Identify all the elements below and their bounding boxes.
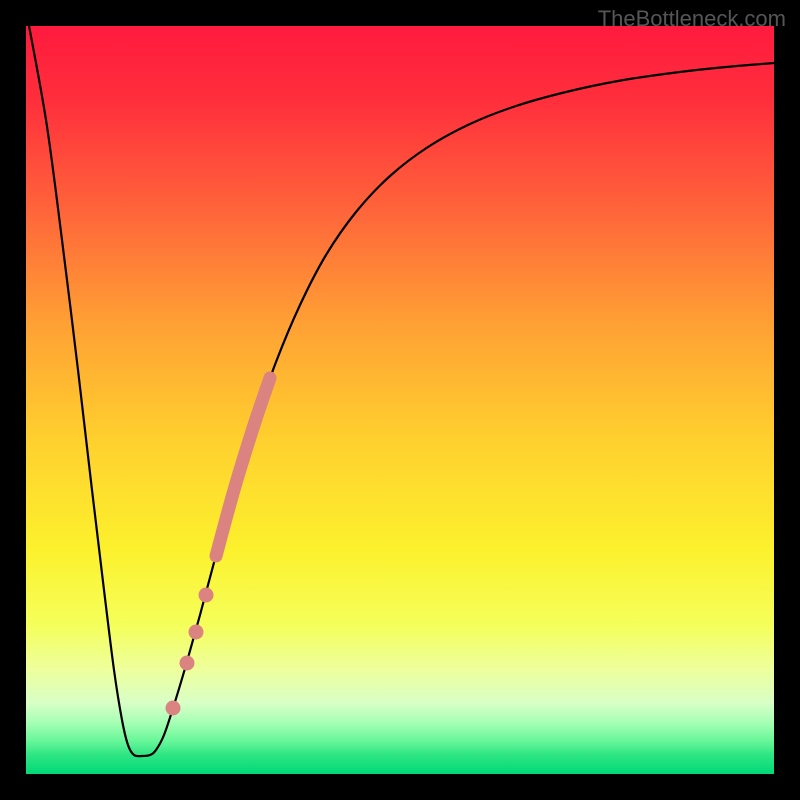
chart-container: TheBottleneck.com bbox=[0, 0, 800, 800]
plot-area bbox=[26, 26, 774, 774]
highlight-dot bbox=[166, 701, 181, 716]
chart-svg bbox=[0, 0, 800, 800]
highlight-dot bbox=[189, 625, 204, 640]
highlight-dot bbox=[199, 588, 214, 603]
watermark-text: TheBottleneck.com bbox=[598, 6, 786, 32]
highlight-dot bbox=[180, 656, 195, 671]
